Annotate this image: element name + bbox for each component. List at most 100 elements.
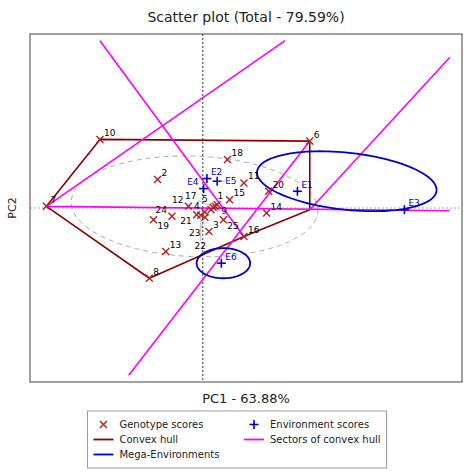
point-marker	[214, 201, 221, 208]
legend-label: Environment scores	[270, 419, 369, 430]
point-label: E4	[187, 177, 199, 187]
point-label: 15	[234, 188, 245, 198]
marker-stroke	[253, 420, 255, 429]
marker-stroke	[96, 136, 103, 143]
point-marker	[150, 216, 157, 223]
legend-marker	[100, 421, 107, 428]
leader-line	[217, 181, 225, 182]
marker-stroke	[240, 179, 247, 186]
marker-stroke	[306, 138, 313, 145]
point-label: 1	[217, 191, 223, 201]
marker-stroke	[206, 174, 208, 183]
point-label: 7	[50, 195, 56, 205]
y-axis-label: PC2	[6, 197, 19, 218]
point-marker	[168, 213, 175, 220]
legend-marker	[250, 420, 259, 429]
point-label: 2	[162, 168, 168, 178]
point-label: 22	[195, 241, 206, 251]
point-label: 21	[180, 216, 191, 226]
marker-stroke	[96, 136, 103, 143]
point-label: 14	[271, 202, 283, 212]
marker-stroke	[205, 228, 212, 235]
point-marker	[240, 179, 247, 186]
point-label: 13	[170, 240, 181, 250]
marker-stroke	[205, 228, 212, 235]
point-label: E2	[211, 167, 222, 177]
legend: Genotype scores Environment scores Convex …	[87, 411, 386, 468]
marker-stroke	[226, 196, 233, 203]
legend-label: Convex hull	[119, 434, 178, 445]
marker-stroke	[162, 248, 169, 255]
legend-box	[87, 411, 386, 468]
series-line	[46, 139, 309, 278]
title: Scatter plot (Total - 79.59%)	[147, 9, 344, 25]
legend-line	[93, 454, 113, 456]
point-label: 19	[157, 221, 169, 231]
marker-stroke	[220, 216, 227, 223]
marker-stroke	[306, 138, 313, 145]
point-marker	[96, 136, 103, 143]
marker-stroke	[226, 196, 233, 203]
mega-environment-ellipse	[257, 151, 437, 211]
point-label: E3	[408, 198, 419, 208]
point-marker	[265, 188, 272, 195]
plot-frame	[30, 34, 462, 382]
point-marker	[205, 228, 212, 235]
legend-line	[93, 439, 113, 441]
marker-stroke	[220, 216, 227, 223]
leader-line	[201, 217, 204, 228]
marker-stroke	[263, 210, 270, 217]
marker-stroke	[214, 201, 221, 208]
marker-stroke	[162, 248, 169, 255]
mega-environment-ellipse	[197, 248, 250, 278]
point-marker	[162, 248, 169, 255]
marker-stroke	[240, 233, 247, 240]
point-marker	[240, 233, 247, 240]
marker-stroke	[154, 176, 161, 183]
marker-stroke	[43, 203, 50, 210]
marker-stroke	[297, 187, 299, 196]
marker-stroke	[100, 421, 107, 428]
point-label: 23	[189, 228, 200, 238]
point-label: 25	[227, 221, 238, 231]
marker-stroke	[224, 156, 231, 163]
point-label: 24	[155, 205, 167, 215]
point-label: 11	[248, 171, 259, 181]
point-marker	[263, 210, 270, 217]
point-label: 4	[194, 201, 200, 211]
marker-stroke	[43, 203, 50, 210]
point-label: 6	[314, 130, 320, 140]
point-label: 5	[202, 194, 208, 204]
marker-stroke	[221, 259, 223, 268]
point-marker	[146, 275, 153, 282]
point-label: 3	[213, 220, 219, 230]
marker-stroke	[146, 275, 153, 282]
legend-line	[244, 439, 264, 441]
point-label: 18	[231, 148, 243, 158]
marker-stroke	[168, 213, 175, 220]
marker-stroke	[168, 213, 175, 220]
chart: 1234567891011121314151617181920212223242…	[0, 0, 474, 474]
marker-stroke	[265, 188, 272, 195]
marker-stroke	[185, 203, 192, 210]
point-marker	[43, 203, 50, 210]
point-marker	[220, 216, 227, 223]
legend-label: Sectors of convex hull	[270, 434, 381, 445]
marker-stroke	[150, 216, 157, 223]
legend-label: Mega-Environments	[119, 449, 219, 460]
point-label: E5	[225, 176, 236, 186]
marker-stroke	[214, 201, 221, 208]
point-label: 9	[221, 206, 227, 216]
marker-stroke	[265, 188, 272, 195]
point-label: 16	[248, 225, 260, 235]
point-marker	[185, 203, 192, 210]
marker-stroke	[404, 205, 406, 214]
point-label: E1	[301, 180, 312, 190]
legend-label: Genotype scores	[119, 419, 203, 430]
point-label: 17	[185, 191, 196, 201]
point-marker	[226, 196, 233, 203]
marker-stroke	[185, 203, 192, 210]
point-marker	[224, 156, 231, 163]
point-marker	[306, 138, 313, 145]
point-label: 20	[273, 180, 285, 190]
